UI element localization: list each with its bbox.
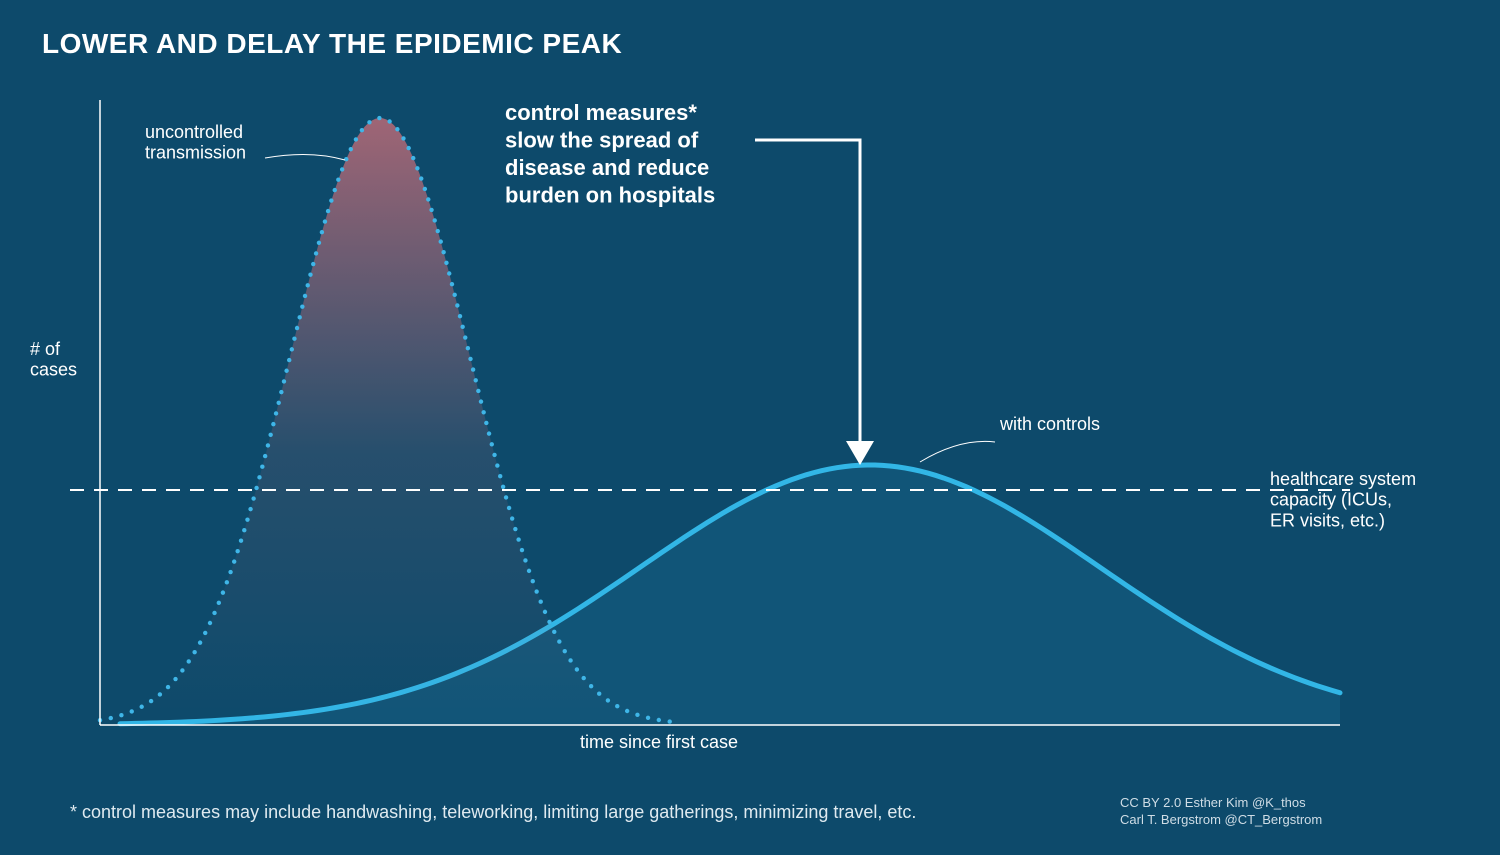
callout-arrow xyxy=(755,140,860,445)
epidemic-curve-chart: # ofcases time since first case uncontroll… xyxy=(0,0,1500,855)
uncontrolled-label: uncontrolledtransmission xyxy=(145,122,246,163)
page-title: LOWER AND DELAY THE EPIDEMIC PEAK xyxy=(42,28,622,60)
x-axis-label: time since first case xyxy=(580,732,738,752)
credits: CC BY 2.0 Esther Kim @K_thos Carl T. Ber… xyxy=(1120,795,1322,829)
footnote: * control measures may include handwashi… xyxy=(70,802,916,823)
controlled-leader xyxy=(920,441,995,462)
y-axis-label: # ofcases xyxy=(30,339,77,380)
credit-line-2: Carl T. Bergstrom @CT_Bergstrom xyxy=(1120,812,1322,829)
callout-text: control measures*slow the spread ofdisea… xyxy=(505,100,715,208)
capacity-label: healthcare systemcapacity (ICUs,ER visit… xyxy=(1270,469,1416,530)
controlled-label: with controls xyxy=(999,414,1100,434)
callout-arrowhead xyxy=(846,441,874,465)
uncontrolled-leader xyxy=(265,154,345,160)
credit-line-1: CC BY 2.0 Esther Kim @K_thos xyxy=(1120,795,1322,812)
